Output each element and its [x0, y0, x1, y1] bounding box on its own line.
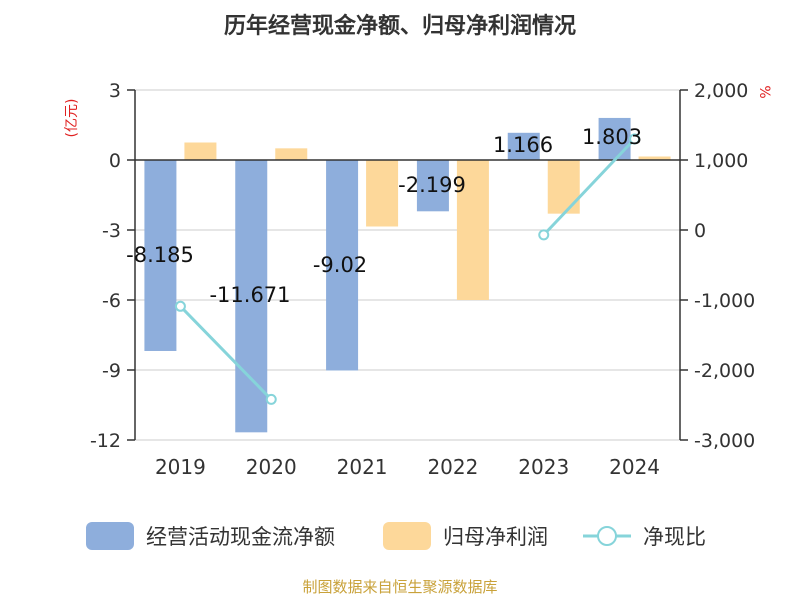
legend-swatch [383, 522, 431, 550]
cashflow-bar[interactable] [235, 160, 268, 433]
legend-item[interactable]: 归母净利润 [383, 522, 548, 550]
legend-swatch [86, 522, 134, 550]
right-tick-label: 0 [694, 220, 706, 242]
left-tick-label: -12 [90, 430, 121, 452]
x-tick-label: 2020 [246, 455, 297, 479]
chart-title: 历年经营现金净额、归母净利润情况 [224, 13, 576, 39]
cashflow-data-label: -2.199 [398, 173, 466, 197]
legend-label: 归母净利润 [443, 525, 548, 549]
left-tick-label: 0 [109, 150, 121, 172]
source-note: 制图数据来自恒生聚源数据库 [302, 578, 497, 596]
cashflow-bar[interactable] [416, 160, 449, 212]
cashflow-data-label: 1.803 [582, 125, 642, 149]
legend-label: 经营活动现金流净额 [146, 525, 335, 549]
cashflow-bar[interactable] [598, 117, 631, 160]
x-tick-label: 2021 [337, 455, 388, 479]
right-tick-label: -3,000 [694, 430, 755, 452]
ratio-point[interactable] [629, 133, 641, 145]
x-tick-label: 2024 [609, 455, 660, 479]
left-tick-label: -9 [102, 360, 121, 382]
cashflow-data-label: -11.671 [209, 283, 290, 307]
left-tick-label: -3 [102, 220, 121, 242]
net-profit-bar[interactable] [638, 156, 671, 161]
ratio-line-segment [179, 305, 273, 401]
cashflow-bar[interactable] [144, 160, 177, 351]
legend-item[interactable]: 经营活动现金流净额 [86, 522, 335, 550]
cashflow-data-label: 1.166 [493, 133, 553, 157]
ratio-point[interactable] [265, 393, 277, 405]
left-tick-label: 3 [109, 80, 121, 102]
right-tick-label: -2,000 [694, 360, 755, 382]
x-tick-label: 2023 [518, 455, 569, 479]
ratio-point[interactable] [174, 300, 186, 312]
ratio-point[interactable] [538, 229, 550, 241]
legend-marker [597, 526, 617, 546]
ratio-line [174, 133, 641, 405]
right-tick-label: 1,000 [694, 150, 748, 172]
bars [144, 117, 671, 433]
right-tick-label: 2,000 [694, 80, 748, 102]
net-profit-bar[interactable] [366, 160, 399, 227]
x-tick-label: 2019 [155, 455, 206, 479]
left-tick-label: -6 [102, 290, 121, 312]
net-profit-bar[interactable] [456, 160, 489, 300]
ratio-line-segment [542, 137, 636, 236]
right-tick-label: -1,000 [694, 290, 755, 312]
net-profit-bar[interactable] [184, 142, 217, 161]
net-profit-bar[interactable] [547, 160, 580, 214]
cashflow-bar[interactable] [507, 132, 540, 160]
net-profit-bar[interactable] [275, 148, 308, 160]
legend[interactable]: 经营活动现金流净额 归母净利润 净现比 [86, 522, 706, 550]
legend-label: 净现比 [643, 525, 706, 549]
legend-item[interactable]: 净现比 [583, 525, 706, 549]
cashflow-data-label: -9.02 [313, 253, 367, 277]
cashflow-data-label: -8.185 [126, 243, 194, 267]
x-tick-label: 2022 [427, 455, 478, 479]
right-axis-unit: % [756, 85, 772, 98]
axes: 3 0 -3 -6 -9 -12 2,000 1,000 0 -1,000 -2,000 -3,000… [90, 80, 755, 479]
left-axis-unit: (亿元) [64, 99, 80, 138]
cashflow-bar[interactable] [326, 160, 359, 371]
data-labels: -8.185 -11.671 -9.02 -2.199 1.166 1.803 [126, 125, 642, 307]
